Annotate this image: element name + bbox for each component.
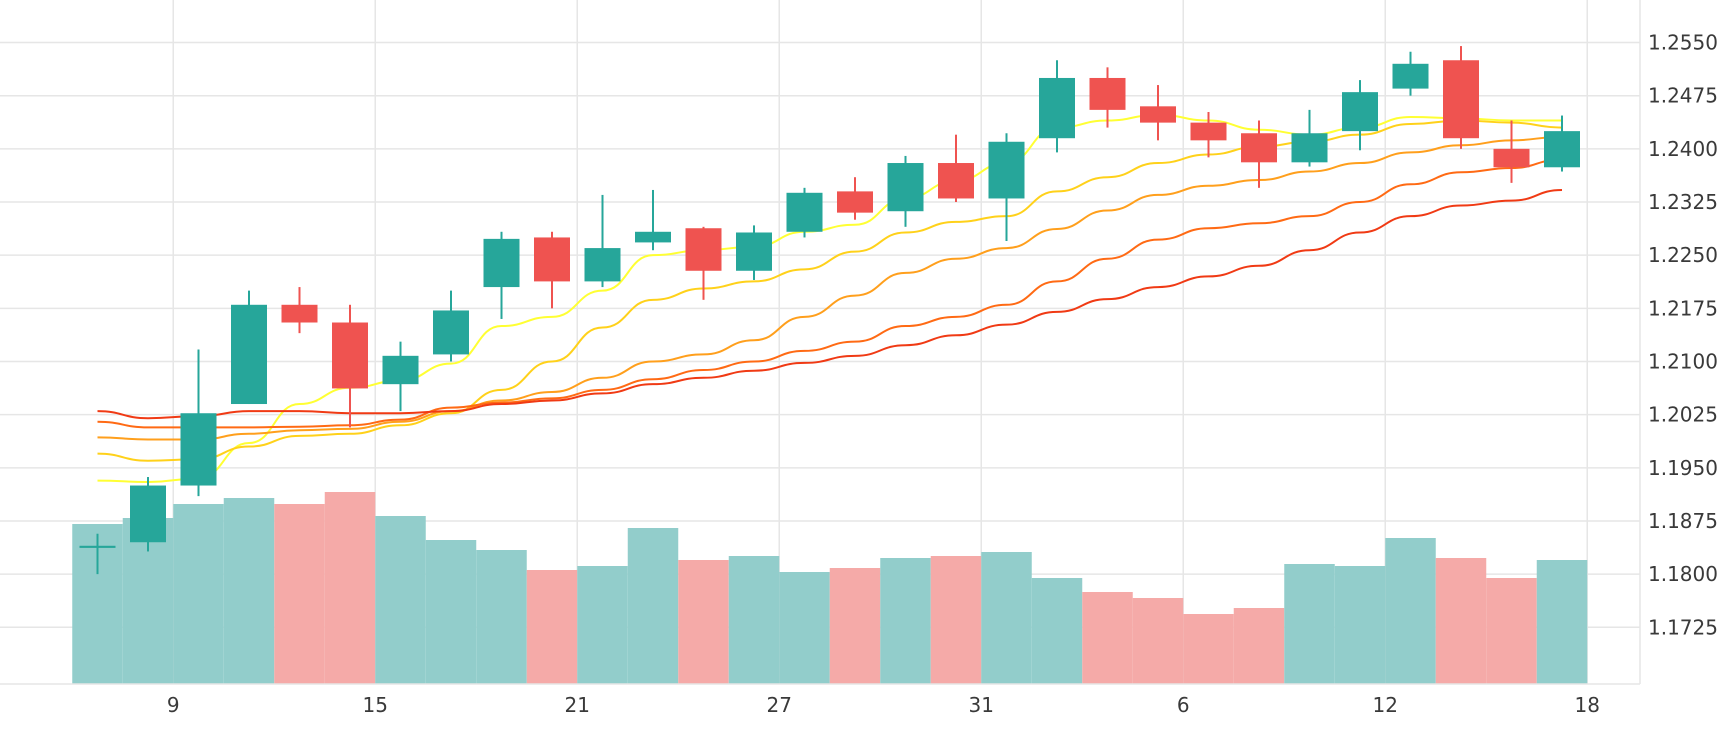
candle-body: [433, 310, 469, 355]
candle-body: [736, 232, 772, 271]
y-tick-label: 1.2475: [1648, 84, 1718, 108]
moving-average-line: [97, 188, 1563, 420]
volume-bar: [476, 550, 527, 684]
volume-bar: [1233, 608, 1285, 684]
candle-body: [685, 228, 722, 271]
x-tick-label: 9: [167, 693, 180, 717]
x-tick-label: 15: [363, 693, 388, 717]
candle-body: [1039, 77, 1075, 139]
y-tick-label: 1.2025: [1648, 403, 1718, 427]
volume-bar: [173, 504, 224, 684]
candle-body: [988, 141, 1025, 199]
volume-bar: [1031, 578, 1083, 684]
volume-bar: [981, 552, 1032, 684]
moving-average-line: [97, 119, 1563, 462]
candle-body: [79, 545, 116, 548]
x-tick-label: 27: [767, 693, 792, 717]
candle-body: [1190, 122, 1227, 141]
y-tick-label: 1.2325: [1648, 190, 1718, 214]
candle-body: [1493, 148, 1530, 168]
candle-body: [332, 322, 368, 389]
y-tick-label: 1.1950: [1648, 456, 1718, 480]
moving-average-line: [97, 135, 1563, 441]
candle-body: [1392, 63, 1429, 89]
candle-body: [382, 355, 419, 385]
volume-bar: [829, 568, 881, 684]
candle-body: [534, 237, 570, 282]
candle-body: [887, 163, 924, 212]
candle-body: [837, 191, 873, 213]
candle-body: [180, 413, 217, 486]
candle-layer: [79, 46, 1580, 575]
volume-bar: [1385, 538, 1436, 684]
moving-average-line: [97, 158, 1563, 429]
candle-body: [231, 304, 267, 405]
candle-body: [584, 248, 621, 282]
volume-bar: [1536, 560, 1588, 684]
volume-bar: [930, 556, 982, 684]
volume-bar: [880, 558, 931, 684]
candle-body: [1140, 106, 1176, 123]
volume-bar: [779, 572, 830, 684]
volume-bar: [1132, 598, 1184, 684]
volume-bar: [1435, 558, 1487, 684]
x-tick-label: 6: [1177, 693, 1190, 717]
volume-bar: [274, 504, 325, 684]
volume-bar: [577, 566, 628, 684]
volume-bar: [425, 540, 477, 684]
candle-body: [1241, 133, 1277, 163]
candle-body: [1089, 77, 1126, 110]
candle-body: [1443, 60, 1479, 139]
candle-body: [130, 485, 166, 543]
volume-bar: [1486, 578, 1537, 684]
candle-body: [786, 192, 823, 232]
candle-body: [483, 238, 520, 288]
x-tick-label: 12: [1373, 693, 1398, 717]
volume-layer: [72, 492, 1588, 684]
y-tick-label: 1.2550: [1648, 31, 1718, 55]
y-tick-label: 1.2250: [1648, 243, 1718, 267]
x-tick-label: 18: [1575, 693, 1600, 717]
y-tick-label: 1.2400: [1648, 137, 1718, 161]
axis-layer: 1.2550 1.2475 1.2400 1.2325 1.2250 1.2175 1.21…: [0, 0, 1718, 717]
y-tick-label: 1.2100: [1648, 349, 1718, 373]
y-tick-label: 1.1875: [1648, 509, 1718, 533]
moving-average-layer: [97, 113, 1563, 483]
candle-body: [938, 163, 974, 199]
y-tick-label: 1.1800: [1648, 562, 1718, 586]
volume-bar: [223, 498, 275, 684]
volume-bar: [375, 516, 426, 684]
volume-bar: [1284, 564, 1335, 684]
candle-body: [1544, 131, 1580, 168]
candle-body: [635, 231, 671, 243]
candle-body: [281, 304, 318, 323]
x-tick-label: 31: [969, 693, 994, 717]
x-tick-label: 21: [565, 693, 590, 717]
volume-bar: [678, 560, 729, 684]
candle-body: [1291, 133, 1328, 163]
candle-body: [1342, 92, 1378, 132]
volume-bar: [627, 528, 679, 684]
y-tick-label: 1.1725: [1648, 615, 1718, 639]
volume-bar: [1082, 592, 1133, 684]
volume-bar: [1334, 566, 1386, 684]
volume-bar: [1183, 614, 1234, 684]
volume-bar: [728, 556, 780, 684]
volume-bar: [526, 570, 578, 684]
y-tick-label: 1.2175: [1648, 296, 1718, 320]
volume-bar: [324, 492, 376, 684]
